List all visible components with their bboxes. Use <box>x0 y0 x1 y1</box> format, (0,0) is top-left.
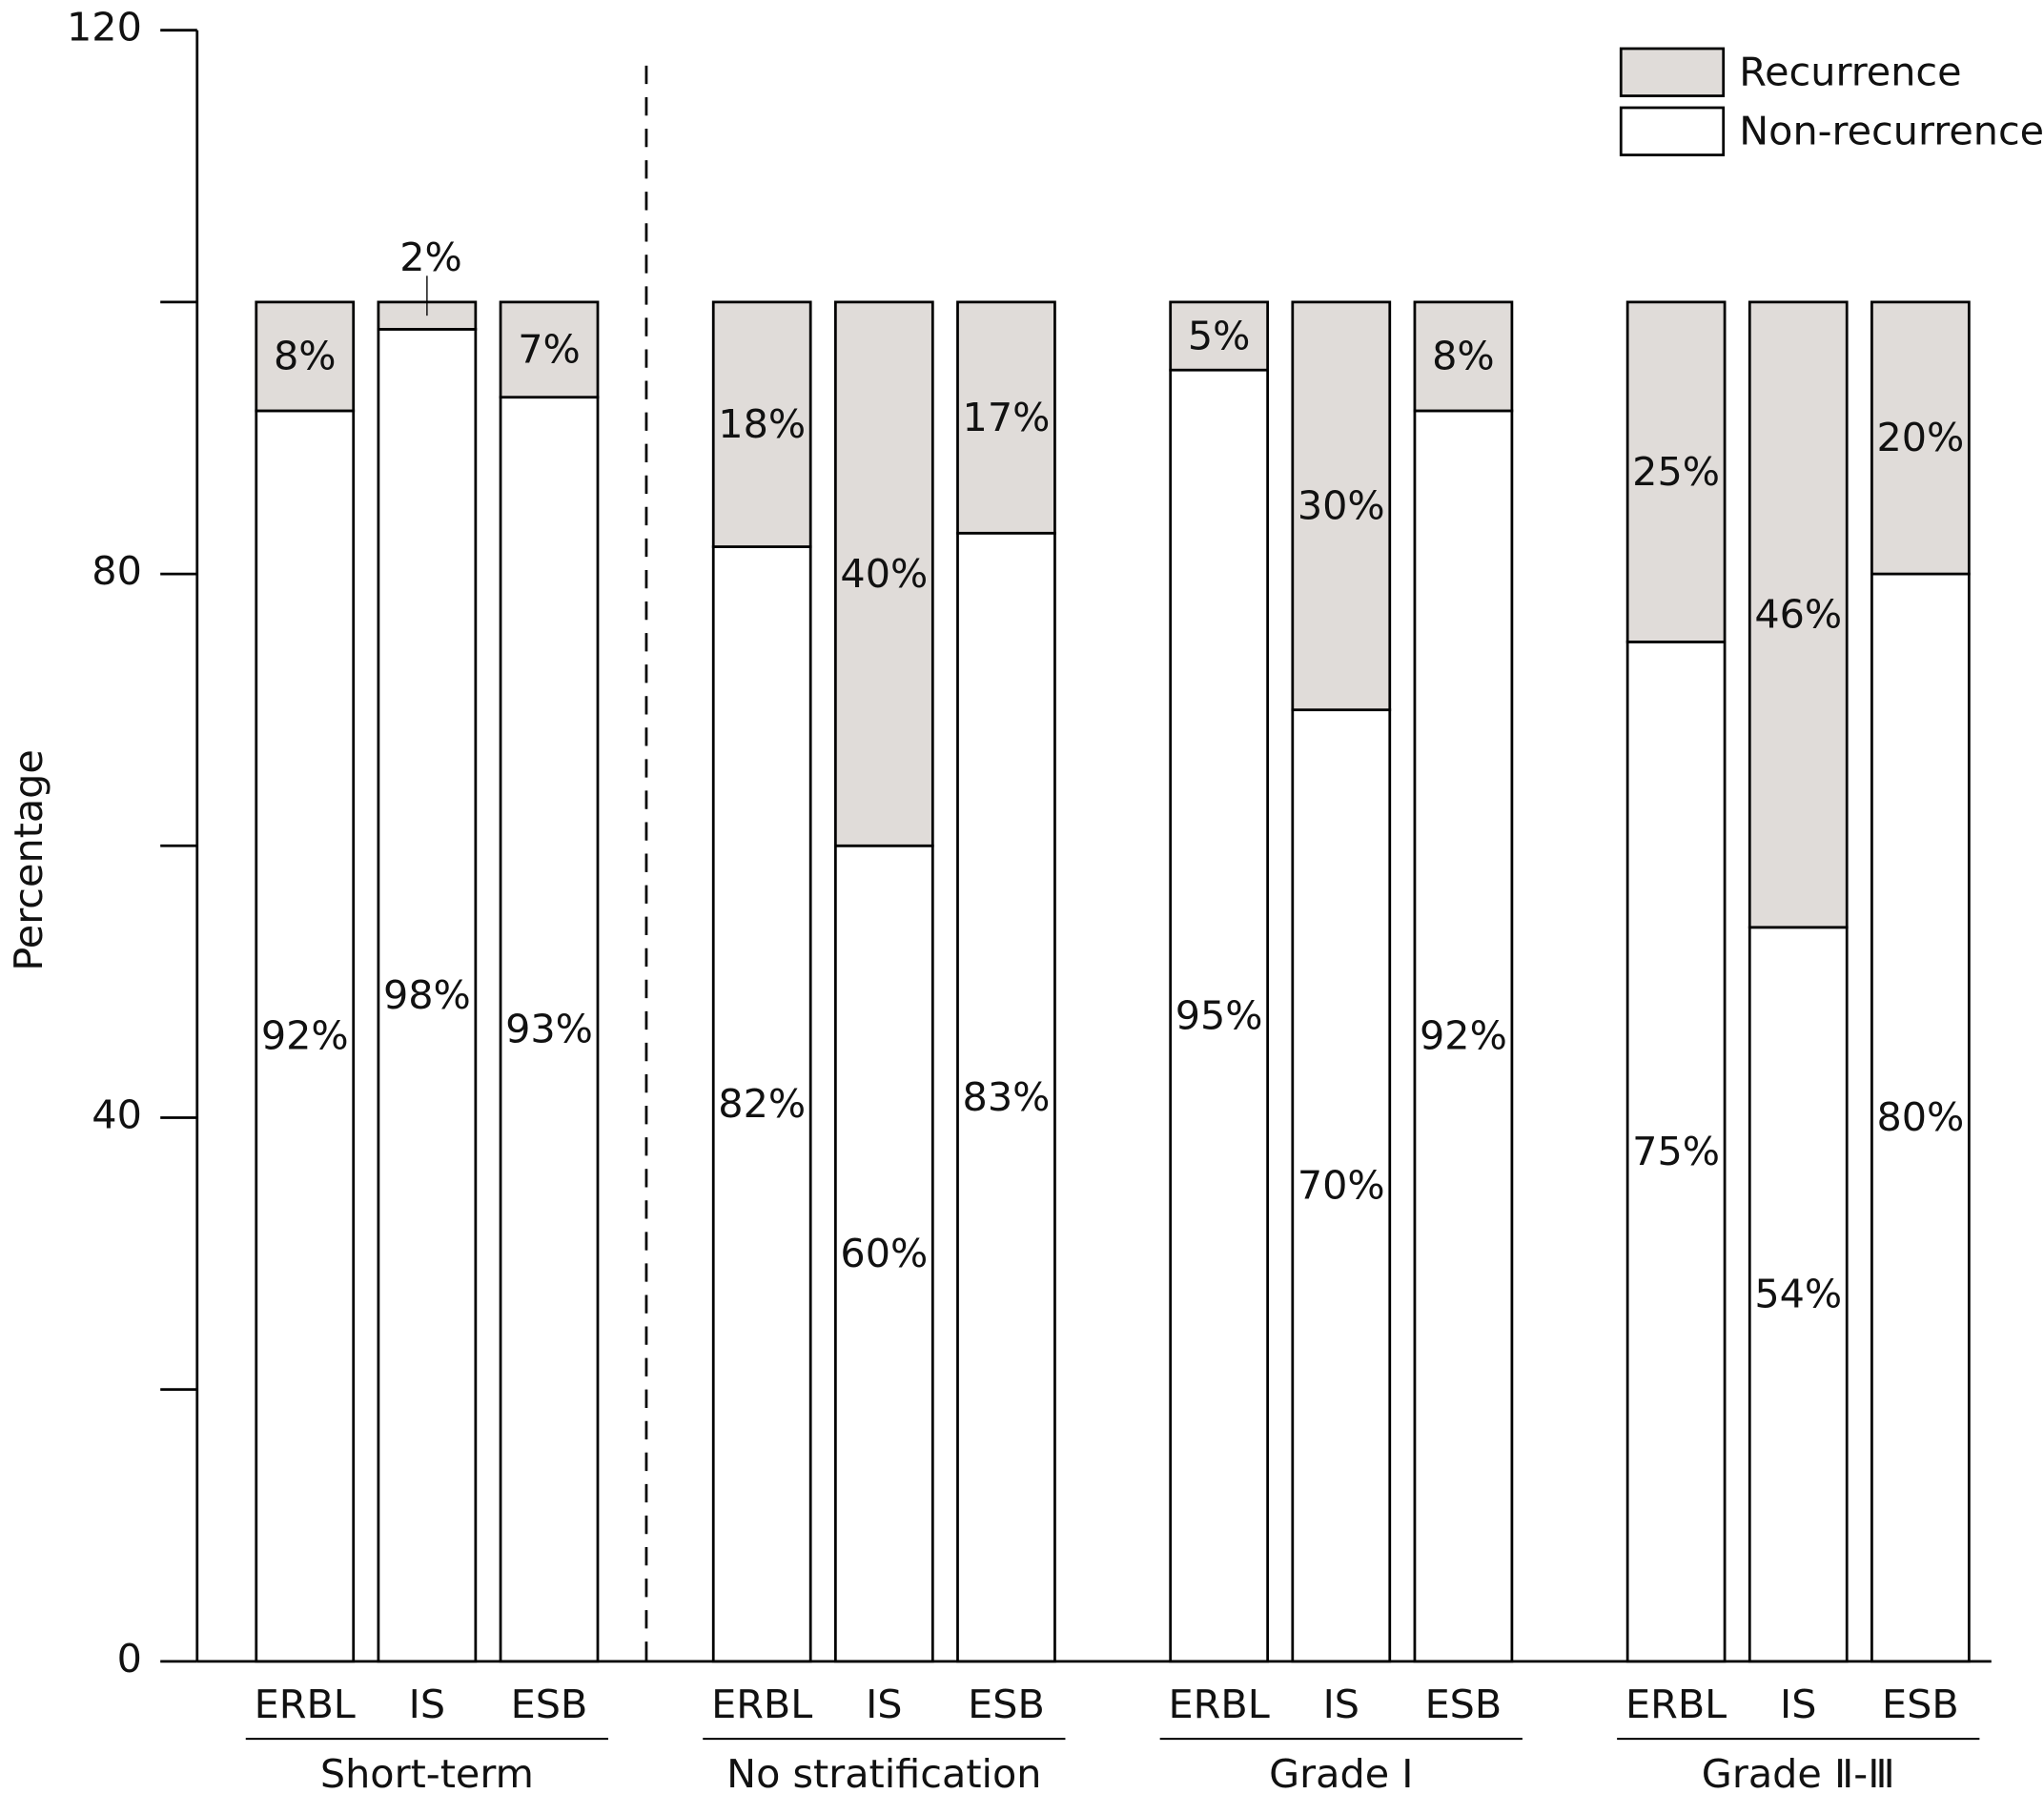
value-label: 98% <box>383 972 471 1018</box>
bar-segment <box>1870 572 1971 1663</box>
bar-segment <box>499 300 600 399</box>
value-label: 92% <box>261 1013 349 1059</box>
x-tick-label: IS <box>1323 1682 1359 1727</box>
y-tick-label: 120 <box>67 5 142 51</box>
x-tick-label: ESB <box>1425 1682 1502 1727</box>
bar-segment <box>711 300 812 548</box>
value-label: 18% <box>718 401 806 447</box>
bar-segment <box>956 300 1056 535</box>
value-label: 7% <box>518 327 581 373</box>
bar-segment <box>377 328 478 1663</box>
bar-segment <box>1625 300 1727 643</box>
bar-segment <box>956 531 1056 1663</box>
value-label: 82% <box>718 1081 806 1127</box>
bar-segment <box>1291 300 1392 712</box>
x-tick-label: IS <box>409 1682 445 1727</box>
x-tick-label: ESB <box>1882 1682 1959 1727</box>
y-tick-label: 80 <box>92 548 142 594</box>
legend-label: Non-recurrence <box>1739 109 2044 154</box>
group-label: Grade Ⅰ <box>1269 1751 1413 1794</box>
value-label: 30% <box>1298 483 1385 529</box>
value-label: 2% <box>399 234 462 280</box>
value-label: 83% <box>963 1074 1051 1120</box>
bar-segment <box>1870 300 1971 576</box>
value-label: 20% <box>1876 415 1964 460</box>
bar-segment <box>1169 368 1270 1663</box>
value-label: 95% <box>1175 992 1263 1038</box>
value-label: 5% <box>1188 313 1251 358</box>
value-label: 25% <box>1632 449 1720 495</box>
value-label: 75% <box>1632 1129 1720 1174</box>
value-label: 46% <box>1754 592 1842 638</box>
group-label: Grade Ⅱ-Ⅲ <box>1702 1751 1895 1794</box>
group-label: No stratification <box>726 1751 1041 1794</box>
bar-segment <box>1748 300 1849 929</box>
y-tick-label: 40 <box>92 1091 142 1137</box>
bar-segment <box>1625 640 1727 1663</box>
x-tick-label: ERBL <box>1625 1682 1727 1727</box>
value-label: 40% <box>840 551 928 597</box>
x-tick-label: ESB <box>968 1682 1045 1727</box>
bar-segment <box>1169 300 1270 372</box>
value-label: 70% <box>1298 1163 1385 1209</box>
x-tick-label: IS <box>1780 1682 1816 1727</box>
legend-swatch <box>1619 106 1726 156</box>
bar-segment <box>833 300 934 847</box>
y-axis-label: Percentage <box>6 749 51 971</box>
value-label: 17% <box>963 395 1051 440</box>
value-label: 93% <box>505 1007 593 1052</box>
x-tick-label: ERBL <box>711 1682 812 1727</box>
y-tick-label: 0 <box>117 1636 142 1682</box>
value-label: 92% <box>1420 1013 1507 1059</box>
bar-segment <box>255 409 356 1663</box>
bar-segment <box>1291 708 1392 1663</box>
group-label: Short-term <box>320 1751 534 1794</box>
value-label: 60% <box>840 1231 928 1276</box>
legend-swatch <box>1619 47 1726 97</box>
bar-segment <box>833 844 934 1663</box>
x-tick-label: ERBL <box>255 1682 356 1727</box>
value-label: 80% <box>1876 1094 1964 1140</box>
bar-segment <box>1413 409 1514 1663</box>
value-label: 54% <box>1754 1272 1842 1317</box>
bar-segment <box>1413 300 1514 413</box>
x-tick-label: IS <box>866 1682 902 1727</box>
bar-segment <box>1748 926 1849 1663</box>
bar-segment <box>499 396 600 1663</box>
value-label: 8% <box>274 334 337 379</box>
value-label: 8% <box>1432 334 1495 379</box>
x-tick-label: ERBL <box>1169 1682 1270 1727</box>
legend-label: Recurrence <box>1739 50 1961 95</box>
bar-segment <box>255 300 356 413</box>
x-tick-label: ESB <box>511 1682 588 1727</box>
